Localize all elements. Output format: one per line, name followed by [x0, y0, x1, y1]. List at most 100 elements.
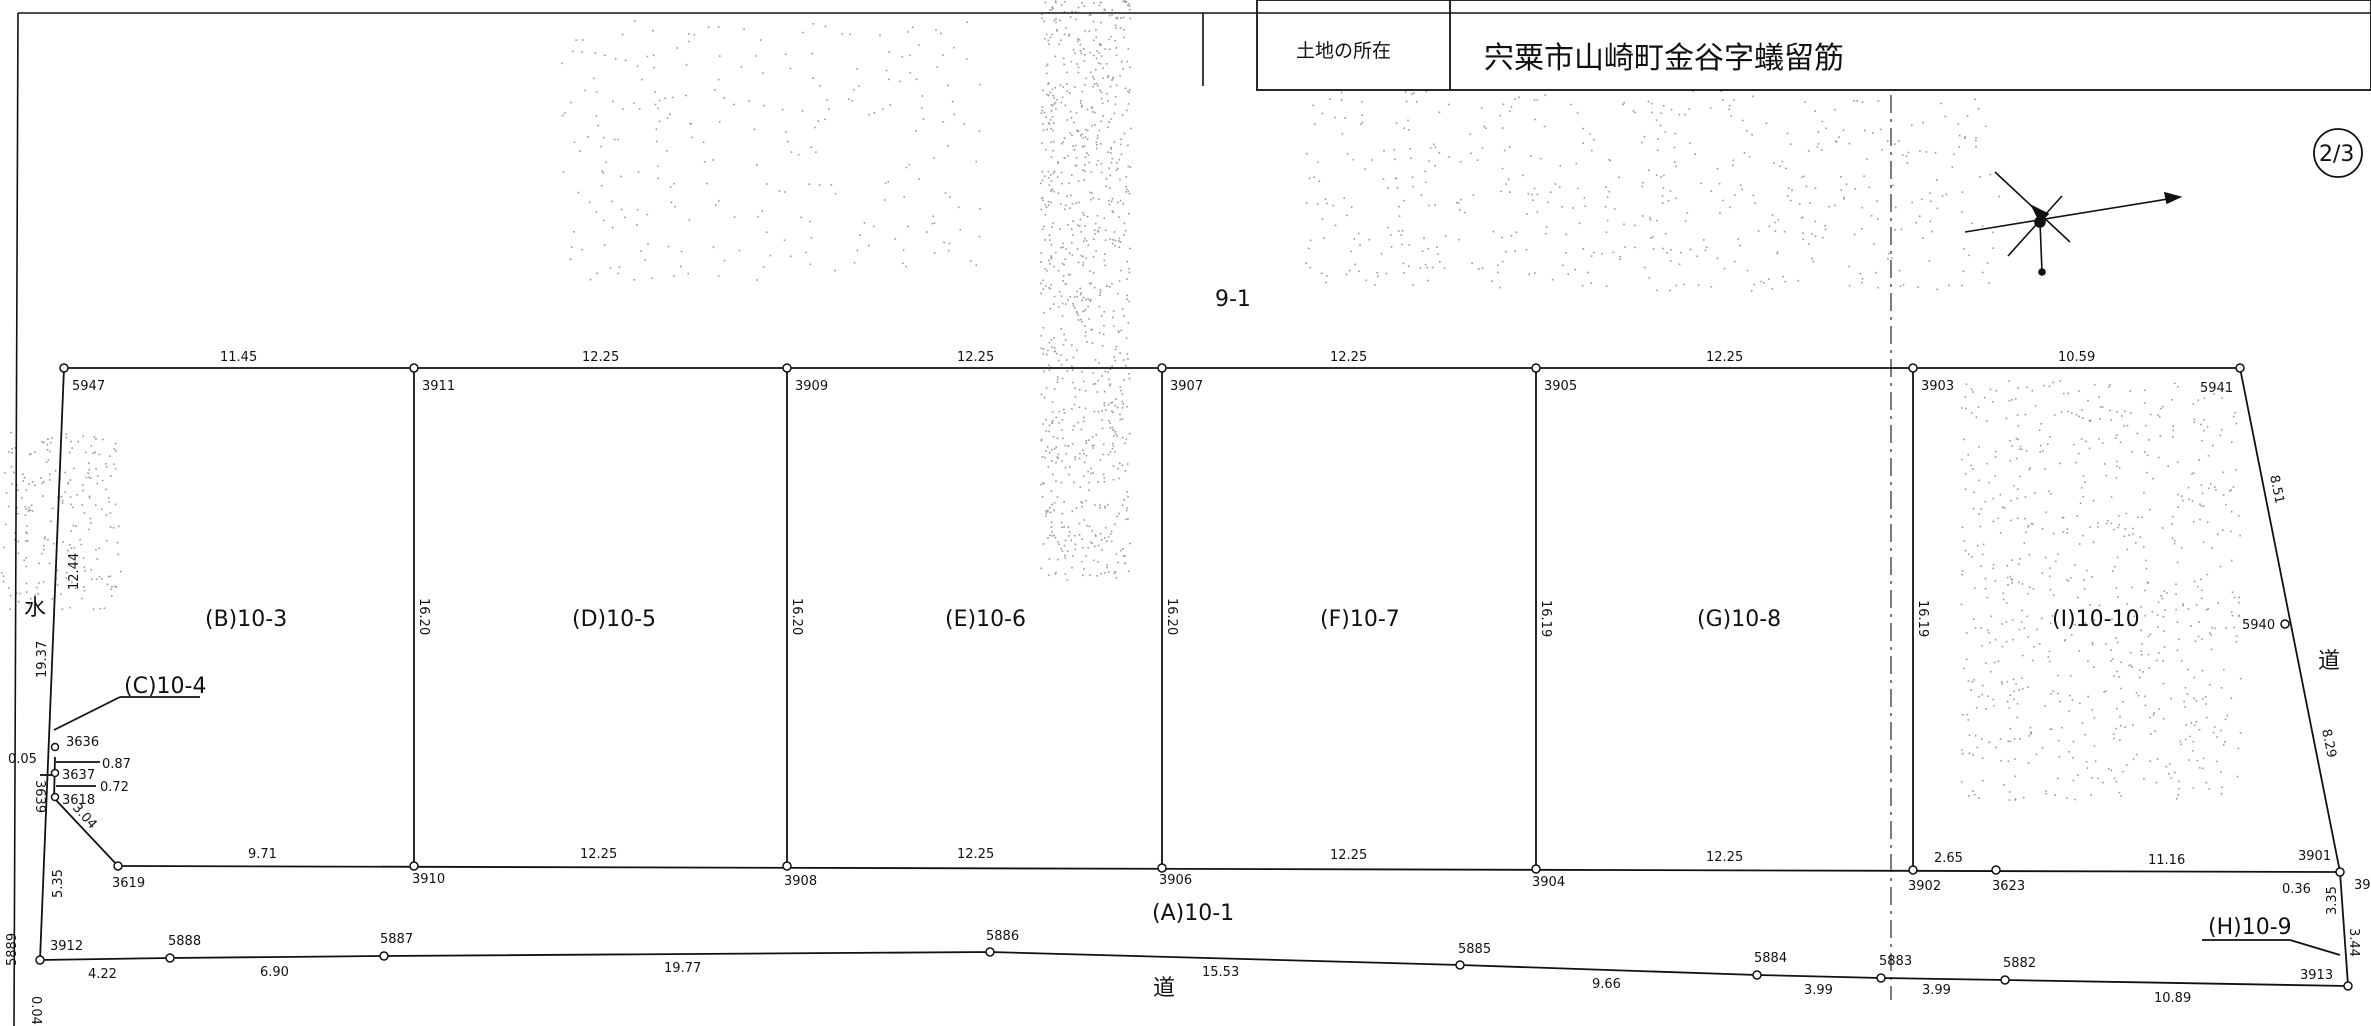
stipple-dot — [1053, 97, 1055, 99]
stipple-dot — [1092, 447, 1095, 449]
stipple-dot — [2215, 489, 2217, 491]
stipple-dot — [2193, 421, 2196, 423]
stipple-dot — [1057, 376, 1059, 378]
stipple-dot — [1103, 481, 1106, 483]
stipple-dot — [1420, 194, 1423, 196]
stipple-dot — [2027, 762, 2030, 764]
stipple-dot — [915, 130, 917, 132]
stipple-dot — [1326, 202, 1328, 205]
stipple-dot — [1097, 379, 1099, 382]
stipple-dot — [1967, 553, 1970, 555]
stipple-dot — [1354, 263, 1356, 266]
stipple-dot — [1071, 203, 1074, 205]
stipple-dot — [1457, 202, 1460, 204]
stipple-dot — [1080, 99, 1082, 102]
stipple-dot — [1089, 71, 1092, 74]
stipple-dot — [2156, 614, 2159, 616]
stipple-dot — [1105, 63, 1108, 65]
stipple-dot — [1077, 319, 1080, 321]
stipple-dot — [1129, 89, 1131, 91]
stipple-dot — [814, 126, 816, 129]
stipple-dot — [2119, 739, 2121, 741]
stipple-dot — [848, 98, 850, 101]
stipple-dot — [2135, 753, 2138, 756]
stipple-dot — [1683, 283, 1685, 286]
stipple-dot — [1121, 393, 1124, 395]
stipple-dot — [1722, 199, 1724, 202]
stipple-dot — [1408, 244, 1411, 246]
stipple-dot — [1968, 795, 1970, 797]
stipple-dot — [2233, 596, 2236, 599]
stipple-dot — [824, 25, 827, 28]
stipple-dot — [1964, 396, 1967, 398]
stipple-dot — [1065, 248, 1067, 250]
stipple-dot — [1536, 193, 1539, 196]
stipple-dot — [1050, 257, 1053, 260]
stipple-dot — [594, 52, 597, 54]
stipple-dot — [1393, 149, 1396, 151]
point-number: 3637 — [62, 768, 95, 783]
stipple-dot — [115, 586, 118, 588]
parcel-g: (G)10-8 — [1697, 607, 1781, 632]
point-number: 5887 — [380, 932, 413, 947]
stipple-dot — [671, 96, 674, 99]
stipple-dot — [2125, 764, 2128, 766]
stipple-dot — [1114, 523, 1116, 526]
stipple-dot — [2066, 528, 2069, 530]
stipple-dot — [1978, 479, 1980, 482]
stipple-dot — [915, 78, 918, 81]
stipple-dot — [1881, 149, 1883, 151]
point-number: 3902 — [1908, 879, 1941, 894]
stipple-dot — [812, 23, 815, 25]
stipple-dot — [1123, 234, 1125, 236]
stipple-dot — [1906, 162, 1909, 164]
stipple-dot — [2191, 750, 2194, 752]
stipple-dot — [1994, 638, 1997, 641]
stipple-dot — [1824, 228, 1827, 230]
stipple-dot — [1981, 225, 1984, 227]
stipple-dot — [1107, 371, 1109, 373]
stipple-dot — [740, 66, 743, 68]
stipple-dot — [17, 512, 19, 515]
stipple-dot — [1964, 137, 1966, 139]
stipple-dot — [1081, 145, 1084, 148]
stipple-dot — [1990, 615, 1993, 618]
stipple-dot — [2123, 425, 2125, 427]
stipple-dot — [1045, 387, 1048, 390]
stipple-dot — [1128, 192, 1131, 195]
stipple-dot — [1079, 293, 1082, 296]
stipple-dot — [2013, 485, 2015, 487]
stipple-dot — [2039, 451, 2041, 453]
stipple-dot — [87, 528, 90, 531]
stipple-dot — [1647, 100, 1650, 103]
stipple-dot — [1320, 272, 1323, 275]
stipple-dot — [1118, 240, 1120, 242]
stipple-dot — [1066, 90, 1068, 93]
stipple-dot — [1825, 127, 1827, 130]
stipple-dot — [1582, 127, 1584, 130]
stipple-dot — [926, 231, 928, 233]
stipple-dot — [1106, 564, 1108, 566]
stipple-dot — [28, 506, 30, 509]
stipple-dot — [11, 448, 13, 450]
stipple-dot — [2050, 493, 2052, 495]
stipple-dot — [1497, 271, 1499, 274]
stipple-dot — [1080, 501, 1083, 503]
stipple-dot — [1365, 279, 1368, 282]
stipple-dot — [10, 431, 12, 434]
stipple-dot — [1964, 488, 1967, 490]
stipple-dot — [2012, 638, 2014, 641]
stipple-dot — [1861, 228, 1863, 230]
stipple-dot — [2014, 798, 2017, 800]
stipple-dot — [1999, 531, 2002, 534]
stipple-dot — [1064, 573, 1067, 575]
stipple-dot — [16, 592, 18, 595]
stipple-dot — [1085, 77, 1087, 80]
stipple-dot — [2011, 559, 2013, 561]
stipple-dot — [1075, 507, 1078, 509]
stipple-dot — [90, 445, 93, 447]
stipple-dot — [1305, 202, 1308, 204]
stipple-dot — [2173, 540, 2176, 542]
stipple-dot — [723, 259, 726, 262]
stipple-dot — [2147, 582, 2149, 584]
